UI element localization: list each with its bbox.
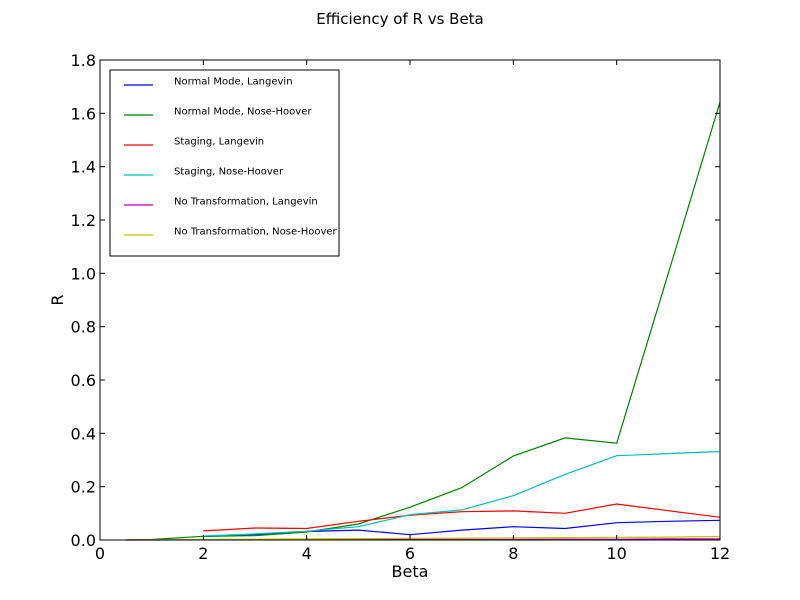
series-line-4 xyxy=(203,450,721,537)
legend-label-1: Normal Mode, Langevin xyxy=(174,77,293,88)
y-tick-label: 0.0 xyxy=(71,531,96,550)
legend-label-2: Normal Mode, Nose-Hoover xyxy=(174,107,312,118)
y-tick-label: 1.4 xyxy=(71,158,96,177)
x-axis-title: Beta xyxy=(392,562,429,581)
legend-label-5: No Transformation, Langevin xyxy=(174,197,318,208)
legend: Normal Mode, Langevin Normal Mode, Nose-H… xyxy=(109,69,340,257)
x-tick-label: 10 xyxy=(606,544,626,563)
series-line-3 xyxy=(203,503,721,532)
x-tick-label: 4 xyxy=(302,544,312,563)
legend-box xyxy=(109,69,340,257)
y-tick-label: 1.2 xyxy=(71,211,96,230)
x-tick-label: 2 xyxy=(198,544,208,563)
x-tick-label: 6 xyxy=(405,544,415,563)
ticks-layer: 0 2 4 6 8 10 12 0.0 0.2 0.4 0.6 0.8 1.0 1.2 1.4 1.6 1.8 xyxy=(71,51,731,563)
y-tick-label: 1.8 xyxy=(71,51,96,70)
x-tick-label: 0 xyxy=(95,544,105,563)
chart-title: Efficiency of R vs Beta xyxy=(316,10,484,28)
y-tick-label: 0.2 xyxy=(71,478,96,497)
y-tick-label: 0.8 xyxy=(71,318,96,337)
y-tick-label: 0.6 xyxy=(71,371,96,390)
x-tick-label: 8 xyxy=(508,544,518,563)
y-axis-title: R xyxy=(48,294,67,305)
y-tick-label: 1.0 xyxy=(71,264,96,283)
legend-label-3: Staging, Langevin xyxy=(174,137,264,148)
legend-label-6: No Transformation, Nose-Hoover xyxy=(174,227,338,238)
legend-label-4: Staging, Nose-Hoover xyxy=(174,167,284,178)
x-tick-label: 12 xyxy=(710,544,730,563)
y-tick-label: 1.6 xyxy=(71,104,96,123)
y-tick-label: 0.4 xyxy=(71,424,96,443)
